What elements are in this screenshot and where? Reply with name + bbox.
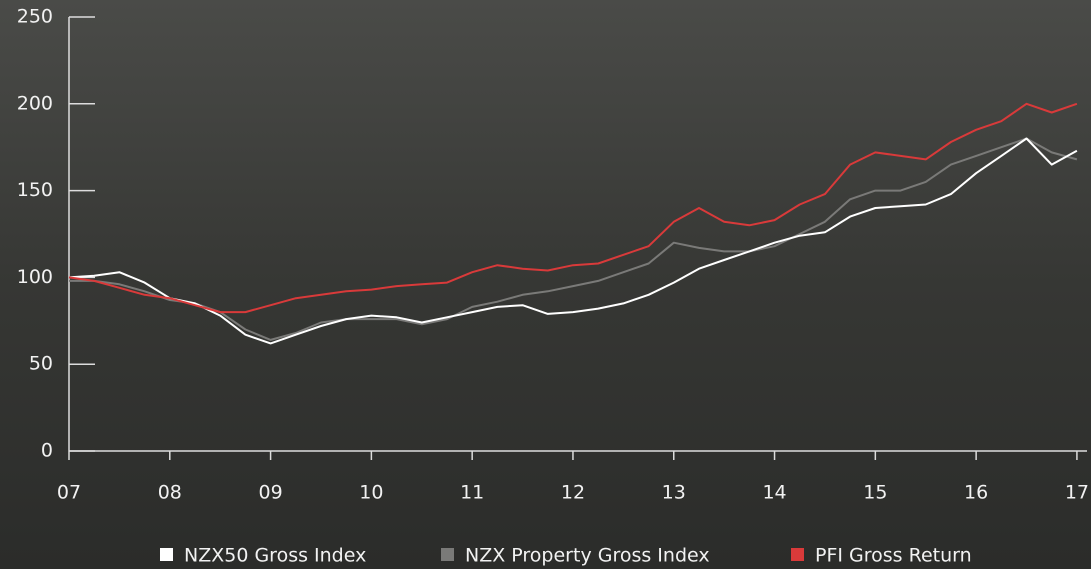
- y-tick-label: 0: [41, 440, 53, 462]
- y-tick-label: 250: [17, 6, 53, 28]
- legend-swatch: [441, 548, 454, 561]
- y-tick-label: 100: [17, 266, 53, 288]
- x-tick-label: 14: [762, 482, 786, 504]
- x-tick-label: 07: [57, 482, 81, 504]
- x-tick-label: 16: [964, 482, 988, 504]
- x-tick-label: 10: [359, 482, 383, 504]
- x-tick-label: 12: [561, 482, 585, 504]
- x-tick-label: 15: [863, 482, 887, 504]
- y-tick-label: 150: [17, 179, 53, 201]
- x-tick-label: 17: [1065, 482, 1089, 504]
- legend-label: PFI Gross Return: [815, 545, 972, 567]
- chart: 0 50 100 150 200 250 07 08 09 10 11 12 13 14 15 16 17 NZX…: [0, 0, 1091, 569]
- y-tick-label: 200: [17, 92, 53, 114]
- legend-swatch: [791, 548, 804, 561]
- x-tick-label: 08: [158, 482, 182, 504]
- legend-swatch: [160, 548, 173, 561]
- y-tick-label: 50: [29, 353, 53, 375]
- page: {"chart_data": {"type": "line", "x": [7,…: [0, 0, 1091, 569]
- x-tick-label: 11: [460, 482, 484, 504]
- legend-label: NZX50 Gross Index: [184, 545, 366, 567]
- x-tick-label: 13: [662, 482, 686, 504]
- legend-label: NZX Property Gross Index: [465, 545, 710, 567]
- x-tick-label: 09: [258, 482, 282, 504]
